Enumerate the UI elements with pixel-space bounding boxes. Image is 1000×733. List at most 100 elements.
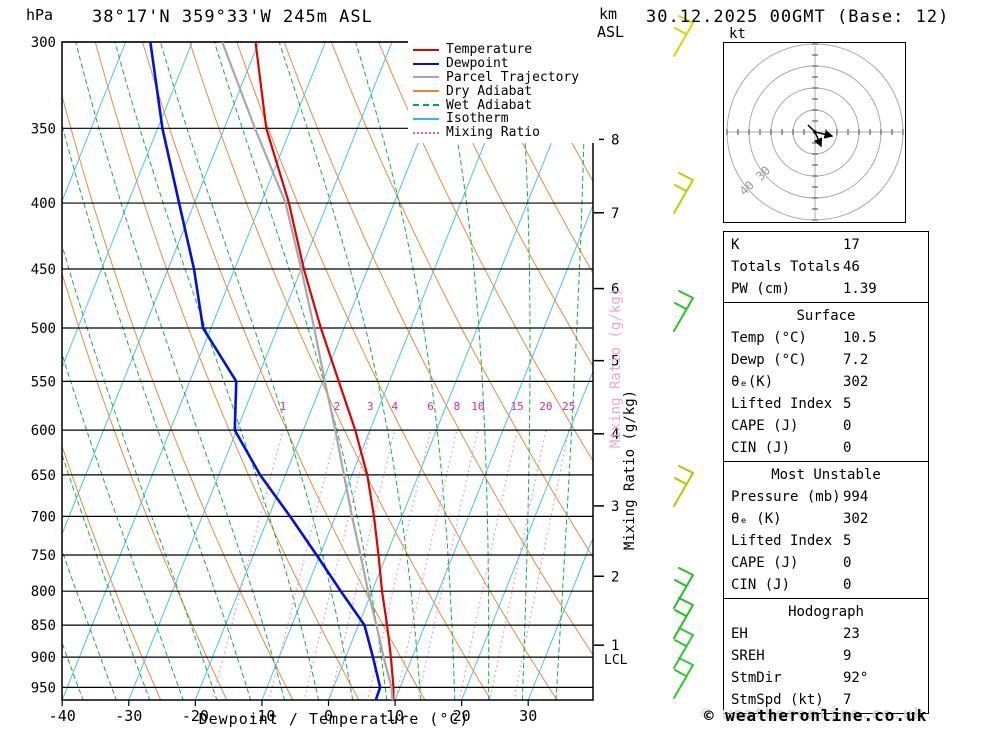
- row-label: EH: [731, 626, 748, 642]
- wind-barb: [673, 465, 694, 507]
- datetime-title: 30.12.2025 00GMT (Base: 12): [646, 7, 950, 27]
- dry-adiabat-line: [283, 42, 593, 656]
- legend-item-label: Mixing Ratio: [446, 125, 540, 141]
- isotherm-line: [328, 42, 593, 700]
- row-label: Lifted Index: [731, 533, 833, 549]
- wind-barb-column: [673, 15, 694, 699]
- pressure-tick-label: 750: [31, 548, 56, 564]
- row-label: PW (cm): [731, 281, 791, 297]
- wind-barb: [673, 627, 694, 669]
- row-label: Dewp (°C): [731, 352, 807, 368]
- temperature-tick-label: 0: [324, 707, 333, 725]
- row-value: 7: [843, 692, 852, 708]
- table-row: CIN (J) 0: [724, 437, 928, 459]
- dry-adiabat-line: [236, 42, 558, 700]
- indices-tables: K 17 Totals Totals 46 PW (cm) 1.39 Surface Temp…: [723, 231, 929, 714]
- row-value: 0: [843, 440, 852, 456]
- row-label: Temp (°C): [731, 330, 807, 346]
- dry-adiabat-line: [189, 42, 492, 700]
- station-title: 38°17'N 359°33'W 245m ASL: [92, 7, 373, 27]
- indices-panel: Surface Temp (°C) 10.5 Dewp (°C) 7.2 θₑ(K) 302…: [723, 302, 929, 462]
- row-value: 10.5: [843, 330, 877, 346]
- pressure-tick-label: 400: [31, 196, 56, 212]
- panel-title: Surface: [796, 308, 856, 324]
- indices-panel: K 17 Totals Totals 46 PW (cm) 1.39: [723, 231, 929, 303]
- temperature-tick-label: -30: [115, 707, 142, 725]
- wet-adiabat-line: [62, 122, 252, 700]
- legend-line-swatch: [413, 48, 439, 51]
- pressure-tick-label: 450: [31, 262, 56, 278]
- row-label: StmDir: [731, 670, 782, 686]
- legend-item: Parcel Trajectory: [413, 70, 599, 85]
- table-row: θₑ (K) 302: [724, 508, 928, 530]
- wet-adiabat-line: [62, 641, 84, 700]
- dry-adiabat-line: [330, 42, 593, 558]
- row-label: CAPE (J): [731, 555, 799, 571]
- row-label: CAPE (J): [731, 418, 799, 434]
- row-value: 46: [843, 259, 860, 275]
- dry-adiabat-line: [62, 444, 162, 700]
- wet-adiabat-line: [438, 42, 490, 700]
- indices-panel: Most Unstable Pressure (mb) 994 θₑ (K) 302 Li…: [723, 461, 929, 599]
- row-value: 1.39: [843, 281, 877, 297]
- row-label: θₑ (K): [731, 511, 782, 527]
- chart-frame: [61, 41, 594, 701]
- mixing-ratio-value-label: 2: [334, 400, 341, 413]
- legend-item-label: Wet Adiabat: [446, 97, 533, 113]
- temperature-tick-label: 20: [453, 707, 471, 725]
- row-value: 5: [843, 396, 852, 412]
- legend-item: Isotherm: [413, 111, 599, 126]
- table-row: θₑ(K) 302: [724, 371, 928, 393]
- isotherm-line: [461, 370, 593, 700]
- km-tick-label: 4: [611, 427, 619, 443]
- dry-adiabat-line: [378, 42, 593, 462]
- series-parcel-trajectory: [221, 42, 394, 700]
- wind-barb: [673, 657, 694, 699]
- mixing-ratio-line: [329, 429, 396, 700]
- dry-adiabat-line: [425, 42, 593, 368]
- table-row: Dewp (°C) 7.2: [724, 349, 928, 371]
- dry-adiabat-line: [472, 42, 593, 275]
- mixing-ratio-value-label: 10: [471, 400, 484, 413]
- mixing-ratio-value-label: 15: [511, 400, 524, 413]
- mixing-ratio-line: [268, 429, 338, 700]
- storm-motion-vector: [813, 131, 823, 148]
- table-row: StmSpd (kt) 7: [724, 689, 928, 711]
- hodograph-trace: [807, 124, 834, 139]
- table-row: Temp (°C) 10.5: [724, 327, 928, 349]
- indices-panel: Hodograph EH 23 SREH 9 StmDir 92° StmSpd (kt) 7: [723, 598, 929, 714]
- legend-line-swatch: [413, 90, 439, 93]
- isotherm-line: [62, 42, 127, 203]
- wet-adiabat-line: [62, 453, 151, 700]
- km-tick-label: 5: [611, 354, 619, 370]
- wind-barb: [673, 172, 694, 214]
- row-value: 9: [843, 648, 852, 664]
- row-value: 92°: [843, 670, 869, 686]
- km-tick-label: 3: [611, 499, 619, 515]
- legend-item-label: Dewpoint: [446, 56, 509, 72]
- row-value: 0: [843, 418, 852, 434]
- wet-adiabat-line: [278, 42, 422, 700]
- pressure-tick-label: 500: [31, 321, 56, 337]
- temperature-tick-label: -10: [248, 707, 275, 725]
- row-label: SREH: [731, 648, 765, 664]
- mixing-ratio-value-label: 6: [427, 400, 434, 413]
- wet-adiabat-line: [62, 352, 184, 700]
- row-label: Lifted Index: [731, 396, 833, 412]
- pressure-tick-label: 800: [31, 584, 56, 600]
- hodograph: 30 40: [723, 42, 906, 223]
- series-temperature: [254, 42, 395, 700]
- legend-line-swatch: [413, 62, 439, 65]
- row-label: CIN (J): [731, 440, 791, 456]
- mixing-ratio-value-label: 1: [280, 400, 287, 413]
- temperature-tick-label: 10: [386, 707, 404, 725]
- copyright: © weatheronline.co.uk: [704, 706, 928, 725]
- altitude-unit-asl-label: ASL: [597, 23, 625, 41]
- table-row: Totals Totals 46: [724, 256, 928, 278]
- legend-item: Dewpoint: [413, 56, 599, 72]
- pressure-tick-label: 550: [31, 374, 56, 390]
- wet-adiabat-line: [62, 548, 117, 700]
- table-row: PW (cm) 1.39: [724, 278, 928, 300]
